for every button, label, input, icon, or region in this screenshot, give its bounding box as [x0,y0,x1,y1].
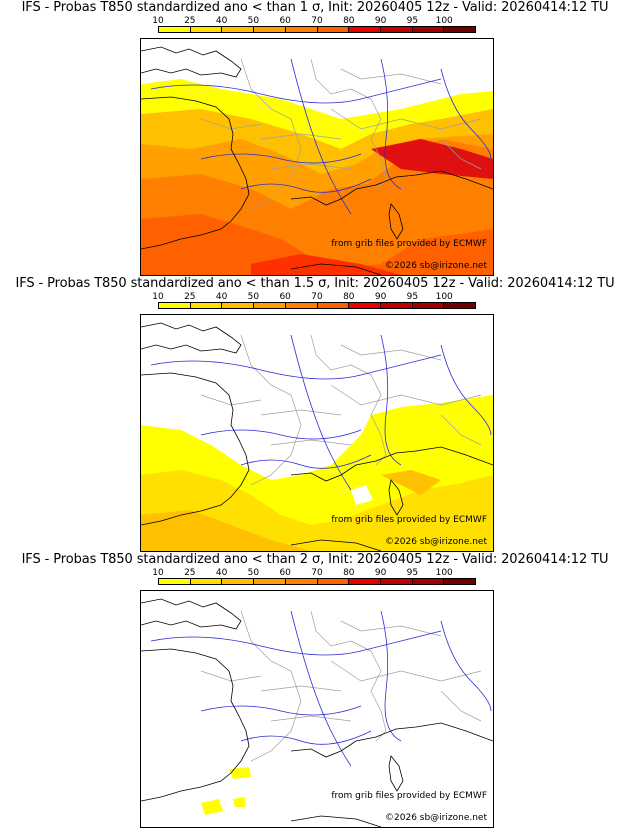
colorbar-tick-label: 40 [215,292,228,302]
colorbar-swatch [159,579,191,584]
colorbar-labels: 10 25 40 50 60 70 80 90 95 100 [0,568,630,578]
probability-map: from grib files provided by ECMWF ©2026 … [140,590,494,828]
colorbar-swatch [349,27,381,32]
colorbar-swatch [190,27,223,32]
colorbar-tick-label: 60 [279,292,291,302]
colorbar-tick-label: 60 [279,568,291,578]
probability-shading [201,767,251,815]
rivers [150,58,492,215]
colorbar-swatch [317,579,350,584]
colorbar-swatch [380,27,413,32]
rivers [150,610,492,767]
colorbar-swatch [349,579,381,584]
colorbar-swatch [412,27,445,32]
copyright: ©2026 sb@irizone.net [385,813,487,823]
data-credit: from grib files provided by ECMWF [331,515,487,525]
admin-borders [200,334,482,486]
probability-map: from grib files provided by ECMWF ©2026 … [140,314,494,552]
colorbar-tick-label: 90 [374,16,387,26]
colorbar-tick-label: 100 [435,568,453,578]
colorbar-labels: 10 25 40 50 60 70 80 90 95 100 [0,16,630,26]
colorbar-swatch [190,579,223,584]
panel-title: IFS - Probas T850 standardized ano < tha… [21,552,609,567]
map-panel-2sigma: IFS - Probas T850 standardized ano < tha… [0,552,630,828]
map-panel-1-5sigma: IFS - Probas T850 standardized ano < tha… [0,276,630,552]
colorbar-tick-label: 60 [279,16,291,26]
colorbar-swatch [159,27,191,32]
map-svg [141,322,493,551]
colorbar-tick-label: 70 [311,16,323,26]
colorbar-swatch [444,579,476,584]
colorbar-tick-label: 10 [152,568,164,578]
map-panel-1sigma: IFS - Probas T850 standardized ano < tha… [0,0,630,276]
colorbar-swatch [254,303,286,308]
colorbar-tick-label: 40 [215,568,228,578]
copyright: ©2026 sb@irizone.net [385,261,487,271]
colorbar-tick-label: 90 [374,292,387,302]
colorbar-swatch [285,27,318,32]
colorbar-swatch [222,303,255,308]
copyright: ©2026 sb@irizone.net [385,537,487,547]
colorbar-swatch [254,27,286,32]
coastline [141,598,493,827]
colorbar-labels: 10 25 40 50 60 70 80 90 95 100 [0,292,630,302]
admin-borders [200,610,482,762]
data-credit: from grib files provided by ECMWF [331,239,487,249]
colorbar-swatch [444,303,476,308]
colorbar-swatch [412,303,445,308]
colorbar-tick-label: 10 [152,16,164,26]
colorbar-swatch [317,303,350,308]
colorbar-tick-label: 25 [184,16,196,26]
colorbar-tick-label: 70 [311,568,323,578]
rivers [150,334,492,491]
colorbar-tick-label: 50 [247,16,260,26]
colorbar-tick-label: 80 [343,292,355,302]
map-svg [141,46,493,275]
colorbar-tick-label: 80 [343,568,355,578]
panel-title: IFS - Probas T850 standardized ano < tha… [15,276,615,291]
colorbar-tick-label: 80 [343,16,355,26]
colorbar-tick-label: 95 [406,568,419,578]
probability-shading [141,79,493,275]
colorbar-tick-label: 50 [247,292,260,302]
map-svg [141,598,493,827]
colorbar-tick-label: 95 [406,16,419,26]
colorbar-swatch [254,579,286,584]
colorbar-tick-label: 95 [406,292,419,302]
colorbar-tick-label: 90 [374,568,387,578]
data-credit: from grib files provided by ECMWF [331,791,487,801]
colorbar-tick-label: 40 [215,16,228,26]
probability-shading [141,395,493,551]
colorbar-swatch [317,27,350,32]
colorbar-tick-label: 10 [152,292,164,302]
panel-title: IFS - Probas T850 standardized ano < tha… [21,0,609,15]
colorbar-swatch [285,303,318,308]
probability-map: from grib files provided by ECMWF ©2026 … [140,38,494,276]
colorbar-tick-label: 100 [435,16,453,26]
colorbar-swatch [159,303,191,308]
colorbar-tick-label: 70 [311,292,323,302]
colorbar-tick-label: 25 [184,292,196,302]
colorbar-swatch [222,27,255,32]
colorbar [158,302,476,309]
admin-borders [200,58,482,210]
colorbar-swatch [380,579,413,584]
coastline [141,322,493,551]
colorbar-tick-label: 25 [184,568,196,578]
colorbar-swatch [444,27,476,32]
colorbar-swatch [285,579,318,584]
colorbar-swatch [412,579,445,584]
colorbar-swatch [190,303,223,308]
coastline [141,46,493,275]
colorbar-swatch [222,579,255,584]
colorbar-tick-label: 100 [435,292,453,302]
colorbar [158,578,476,585]
colorbar-swatch [349,303,381,308]
colorbar-swatch [380,303,413,308]
colorbar-tick-label: 50 [247,568,260,578]
colorbar [158,26,476,33]
